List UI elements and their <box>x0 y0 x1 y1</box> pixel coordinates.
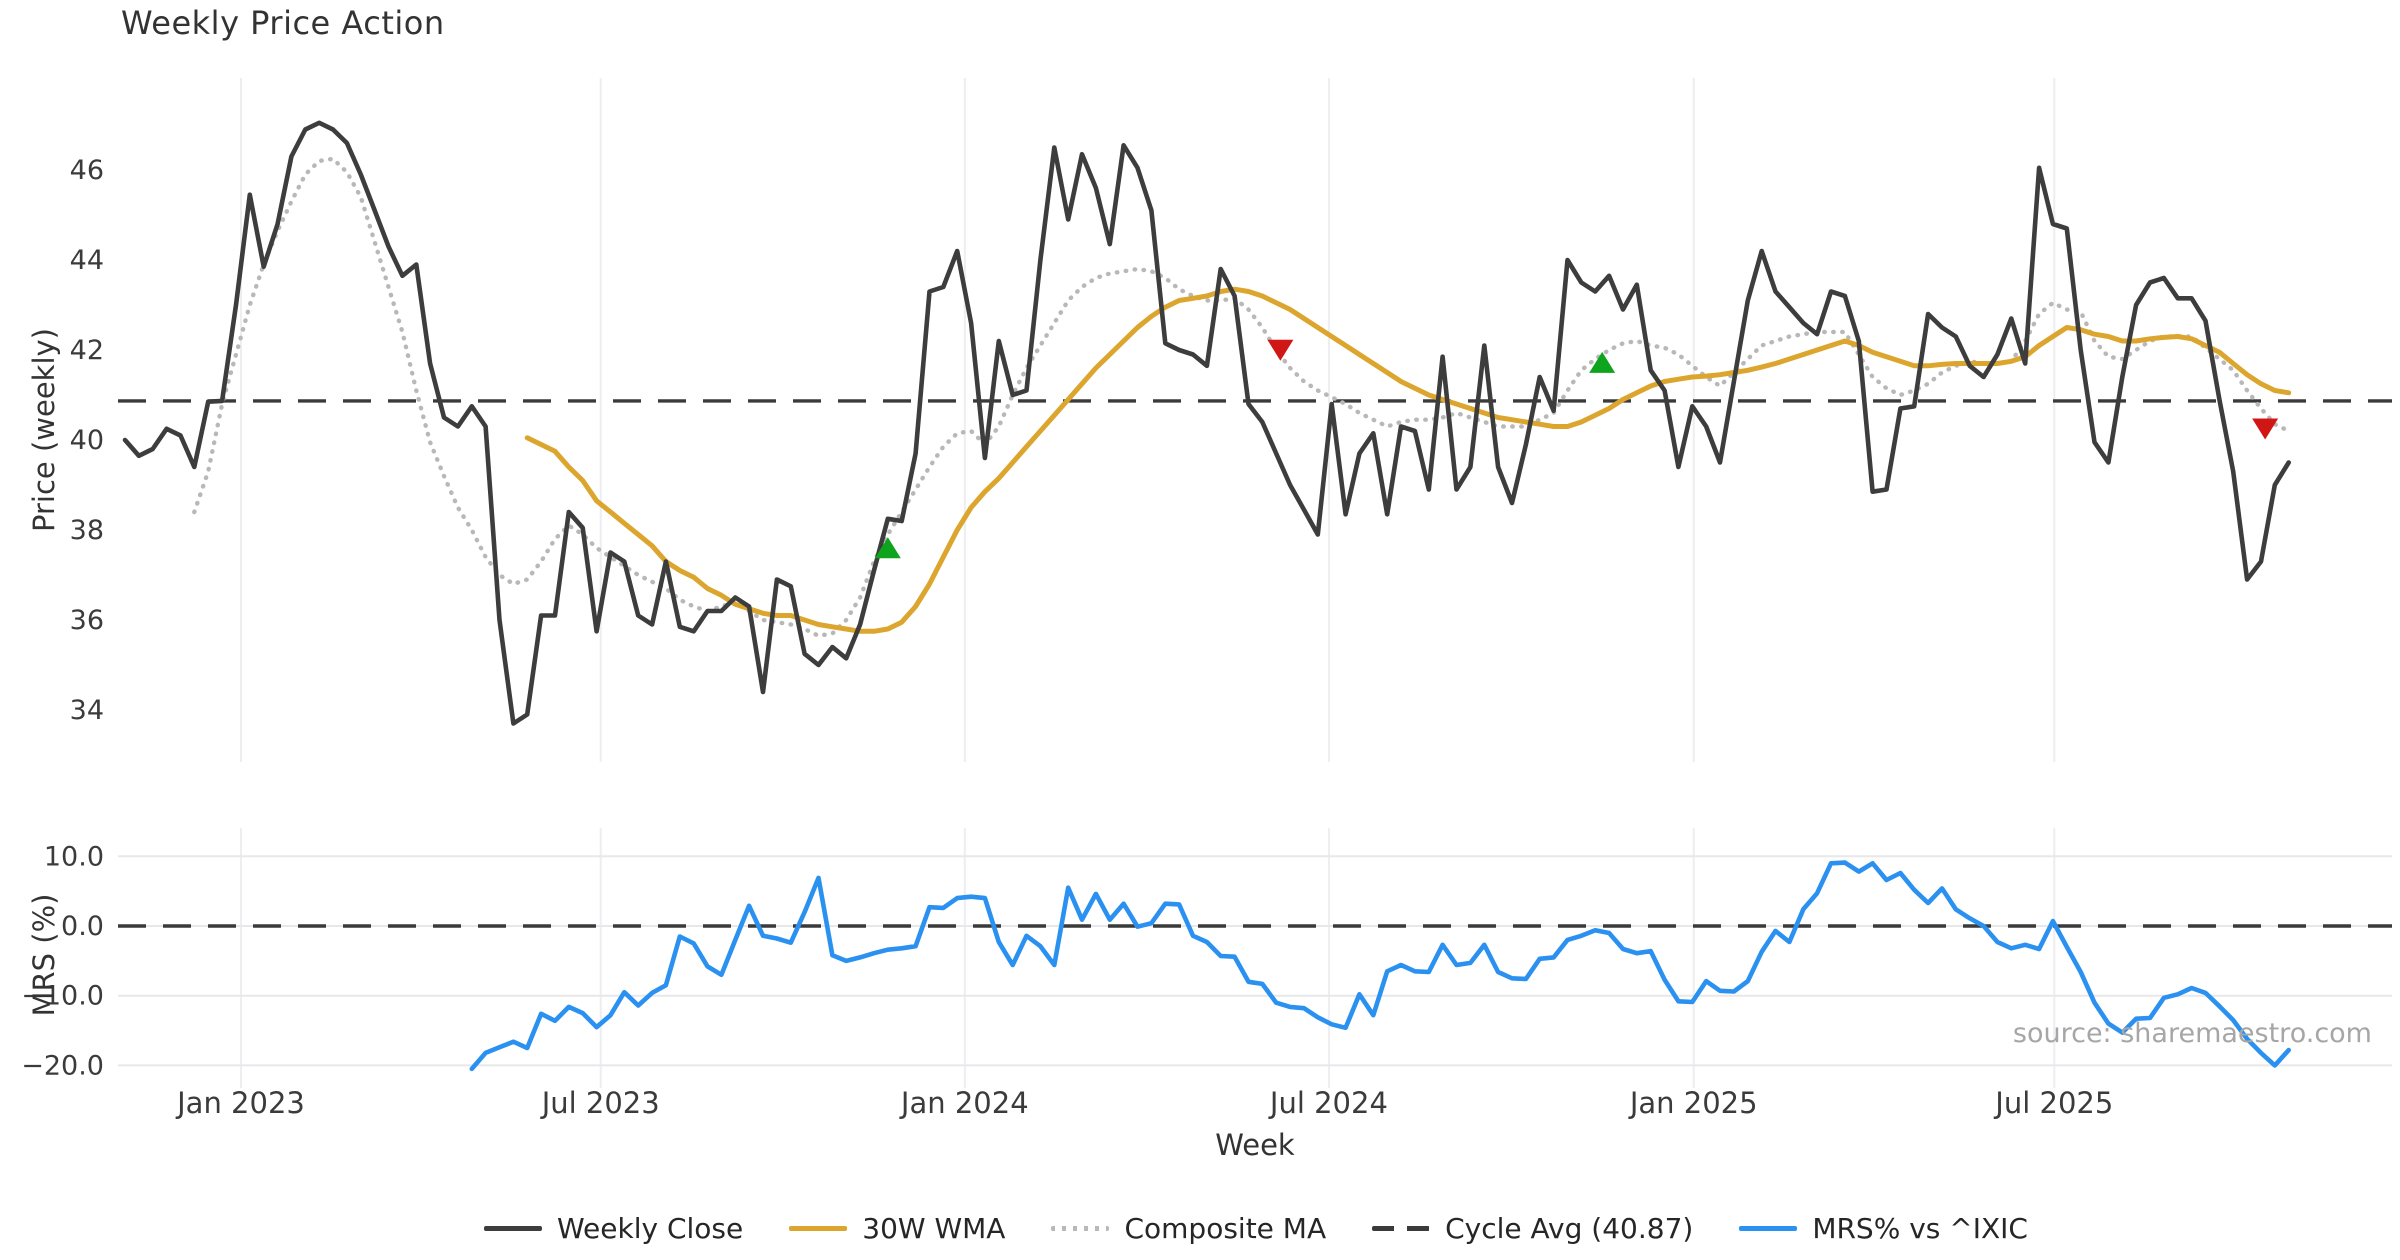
legend-item-composite-ma: Composite MA <box>1051 1212 1326 1245</box>
mrs-ytick-label: 0.0 <box>61 911 104 942</box>
source-note: source: sharemaestro.com <box>2012 1018 2372 1049</box>
legend-item-weekly-close: Weekly Close <box>484 1212 743 1245</box>
mrs-ytick-label: −10.0 <box>21 981 104 1012</box>
legend-label: Cycle Avg (40.87) <box>1445 1212 1694 1245</box>
xtick-label: Jul 2025 <box>1993 1086 2113 1120</box>
price-panel <box>118 78 2392 762</box>
wma-swatch-icon <box>789 1226 848 1231</box>
price-ytick-label: 40 <box>70 425 104 456</box>
price-ytick-label: 36 <box>70 605 104 636</box>
composite-ma-line <box>192 156 2291 639</box>
mrs-swatch-icon <box>1739 1226 1798 1231</box>
mrs-axis-label: MRS (%) <box>27 893 61 1017</box>
legend-label: Weekly Close <box>557 1212 744 1245</box>
axis-tick-labels: 46 44 42 40 38 36 34 10.0 0.0 −10.0 −20.0 Jan 2023 J… <box>21 155 2113 1120</box>
xtick-label: Jul 2024 <box>1268 1086 1388 1120</box>
marker-sell-icon <box>1267 339 1294 361</box>
week-axis-label: Week <box>1215 1128 1295 1162</box>
legend-item-mrs: MRS% vs ^IXIC <box>1739 1212 2028 1245</box>
wma-line <box>524 286 2292 634</box>
marker-buy-icon <box>1589 351 1616 373</box>
marker-buy-icon <box>874 537 901 559</box>
legend-item-cycle-avg: Cycle Avg (40.87) <box>1372 1212 1693 1245</box>
cycle-avg-swatch-icon <box>1372 1226 1431 1231</box>
price-ytick-label: 42 <box>70 335 104 366</box>
xtick-label: Jan 2025 <box>1628 1086 1758 1120</box>
price-axis-label: Price (weekly) <box>27 327 61 533</box>
price-ytick-label: 34 <box>70 695 104 726</box>
mrs-ytick-label: 10.0 <box>44 841 104 872</box>
xtick-label: Jul 2023 <box>540 1086 660 1120</box>
price-ytick-label: 38 <box>70 515 104 546</box>
legend-label: Composite MA <box>1124 1212 1327 1245</box>
weekly-close-swatch-icon <box>484 1226 542 1231</box>
composite-ma-swatch-icon <box>1051 1226 1110 1231</box>
legend-label: 30W WMA <box>862 1212 1006 1245</box>
price-ytick-label: 46 <box>70 155 104 186</box>
xtick-label: Jan 2023 <box>175 1086 305 1120</box>
mrs-panel <box>118 828 2392 1088</box>
legend-item-30w-wma: 30W WMA <box>789 1212 1005 1245</box>
legend: Weekly Close 30W WMA Composite MA Cycle … <box>120 1212 2392 1245</box>
xtick-label: Jan 2024 <box>899 1086 1029 1120</box>
mrs-line <box>469 860 2291 1072</box>
mrs-ytick-label: −20.0 <box>21 1050 104 1081</box>
weekly-close-line <box>122 120 2291 726</box>
marker-sell-icon <box>2252 418 2279 440</box>
legend-label: MRS% vs ^IXIC <box>1812 1212 2028 1245</box>
page-title: Weekly Price Action <box>121 4 445 42</box>
price-ytick-label: 44 <box>70 245 104 276</box>
